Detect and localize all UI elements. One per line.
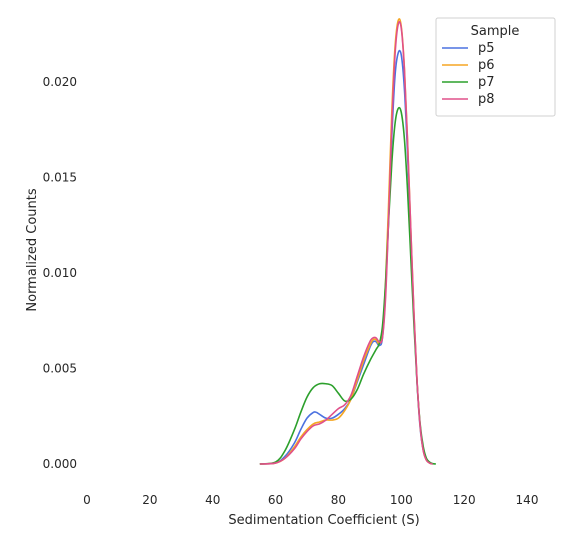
y-tick-label: 0.015 <box>43 170 77 184</box>
y-axis-label: Normalized Counts <box>25 188 40 311</box>
x-tick-label: 100 <box>390 493 413 507</box>
x-tick-label: 40 <box>205 493 220 507</box>
x-tick-label: 140 <box>516 493 539 507</box>
legend-label-p7: p7 <box>478 75 495 90</box>
series-line-p6 <box>259 18 433 465</box>
y-tick-label: 0.000 <box>43 457 77 471</box>
legend-title: Sample <box>471 24 520 39</box>
series-line-p7 <box>259 106 436 465</box>
legend-frame <box>435 17 556 117</box>
legend: Sample p5 p6 p7 p8 <box>435 17 556 117</box>
series-line-p8 <box>259 20 433 465</box>
legend-items: p5 p6 p7 p8 <box>442 41 495 107</box>
x-tick-label: 20 <box>142 493 157 507</box>
legend-label-p8: p8 <box>478 92 495 107</box>
x-tick-label: 80 <box>331 493 346 507</box>
x-tick-label: 0 <box>83 493 91 507</box>
x-axis-ticks: 0 20 40 60 80 100 120 140 <box>83 493 538 507</box>
series-layer <box>259 18 436 465</box>
y-axis-ticks: 0.000 0.005 0.010 0.015 0.020 <box>43 75 77 471</box>
legend-label-p5: p5 <box>478 41 495 56</box>
x-axis-label: Sedimentation Coefficient (S) <box>228 513 419 528</box>
y-tick-label: 0.010 <box>43 266 77 280</box>
x-tick-label: 120 <box>453 493 476 507</box>
legend-label-p6: p6 <box>478 58 495 73</box>
x-tick-label: 60 <box>268 493 283 507</box>
y-tick-label: 0.020 <box>43 75 77 89</box>
y-tick-label: 0.005 <box>43 361 77 375</box>
